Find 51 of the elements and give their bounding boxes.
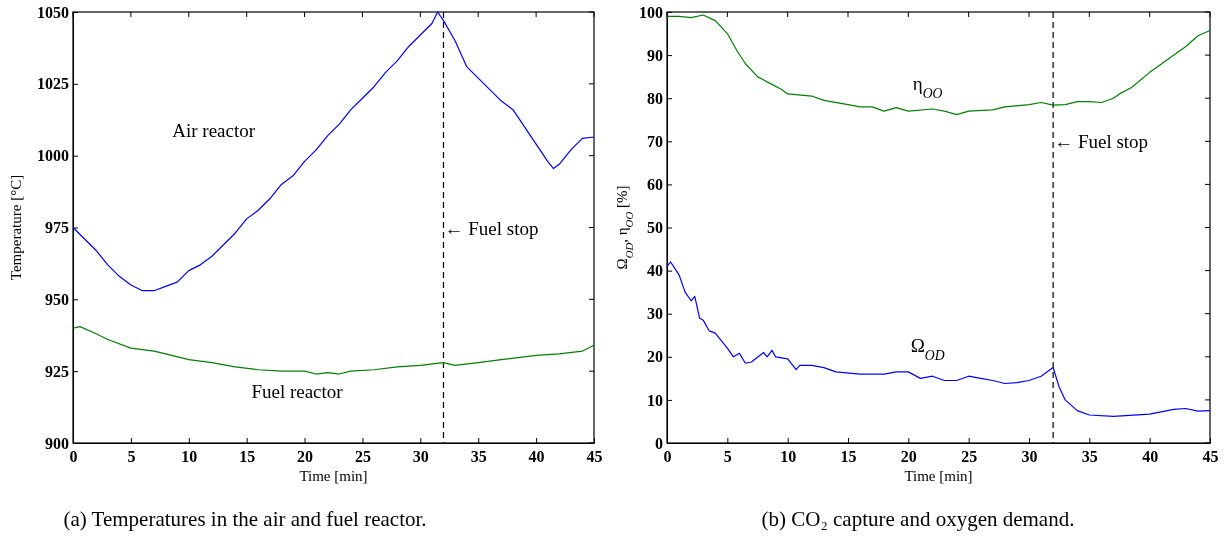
line-series — [666, 14, 1211, 116]
x-tick-label: 35 — [1081, 448, 1098, 466]
x-tick-label: 15 — [840, 448, 857, 466]
y-tick-label: 950 — [45, 290, 69, 308]
x-tick-label: 10 — [181, 448, 198, 466]
ref-line-label: ← Fuel stop — [444, 217, 539, 239]
x-tick-label: 35 — [470, 448, 487, 466]
series-label: Fuel reactor — [251, 380, 344, 402]
y-tick-label: 1050 — [37, 3, 69, 21]
x-tick-label: 25 — [354, 448, 371, 466]
y-tick-label: 70 — [647, 132, 663, 150]
y-tick-label: 1025 — [37, 75, 69, 93]
y-tick-label: 10 — [647, 391, 663, 409]
x-axis-title: Time [min] — [904, 468, 973, 484]
x-tick-label: 25 — [961, 448, 978, 466]
x-axis-title: Time [min] — [299, 468, 368, 484]
x-tick-label: 40 — [1142, 448, 1159, 466]
text: Air reactor — [172, 119, 256, 141]
x-tick-label: 10 — [780, 448, 797, 466]
y-tick-label: 50 — [647, 219, 663, 237]
x-tick-label: 45 — [586, 448, 603, 466]
series-label: η$_{OO}$ — [912, 72, 943, 101]
text: (a) Temperatures in the air and fuel reactor. — [63, 507, 427, 531]
x-tick-label: 30 — [1021, 448, 1038, 466]
y-tick-label: 60 — [647, 176, 663, 194]
x-tick-label: 20 — [297, 448, 314, 466]
y-tick-label: 975 — [45, 219, 69, 237]
y-tick-label: 100 — [639, 3, 663, 21]
series-label: Ω$_{OD}$ — [910, 335, 945, 363]
y-axis-title: Temperature [°C] — [8, 174, 24, 281]
line-series — [72, 326, 595, 375]
x-tick-label: 5 — [127, 448, 136, 466]
y-tick-label: 0 — [655, 434, 663, 452]
line-series — [72, 11, 595, 292]
x-tick-label: 30 — [412, 448, 429, 466]
x-tick-label: 45 — [1202, 448, 1219, 466]
y-tick-label: 90 — [647, 46, 663, 64]
x-tick-label: 5 — [723, 448, 732, 466]
x-tick-label: 40 — [528, 448, 545, 466]
line-series — [666, 261, 1211, 417]
y-tick-label: 80 — [647, 89, 663, 107]
ref-line-label: ← Fuel stop — [1054, 131, 1149, 153]
y-tick-label: 925 — [45, 362, 69, 380]
y-tick-label: 40 — [647, 262, 663, 280]
x-tick-label: 15 — [239, 448, 256, 466]
y-tick-label: 30 — [647, 305, 663, 323]
y-tick-label: 20 — [647, 348, 663, 366]
y-tick-label: 1000 — [37, 147, 69, 165]
y-tick-label: 900 — [45, 434, 69, 452]
x-tick-label: 20 — [900, 448, 917, 466]
text: (b) CO₂ capture and oxygen demand. — [761, 507, 1075, 531]
